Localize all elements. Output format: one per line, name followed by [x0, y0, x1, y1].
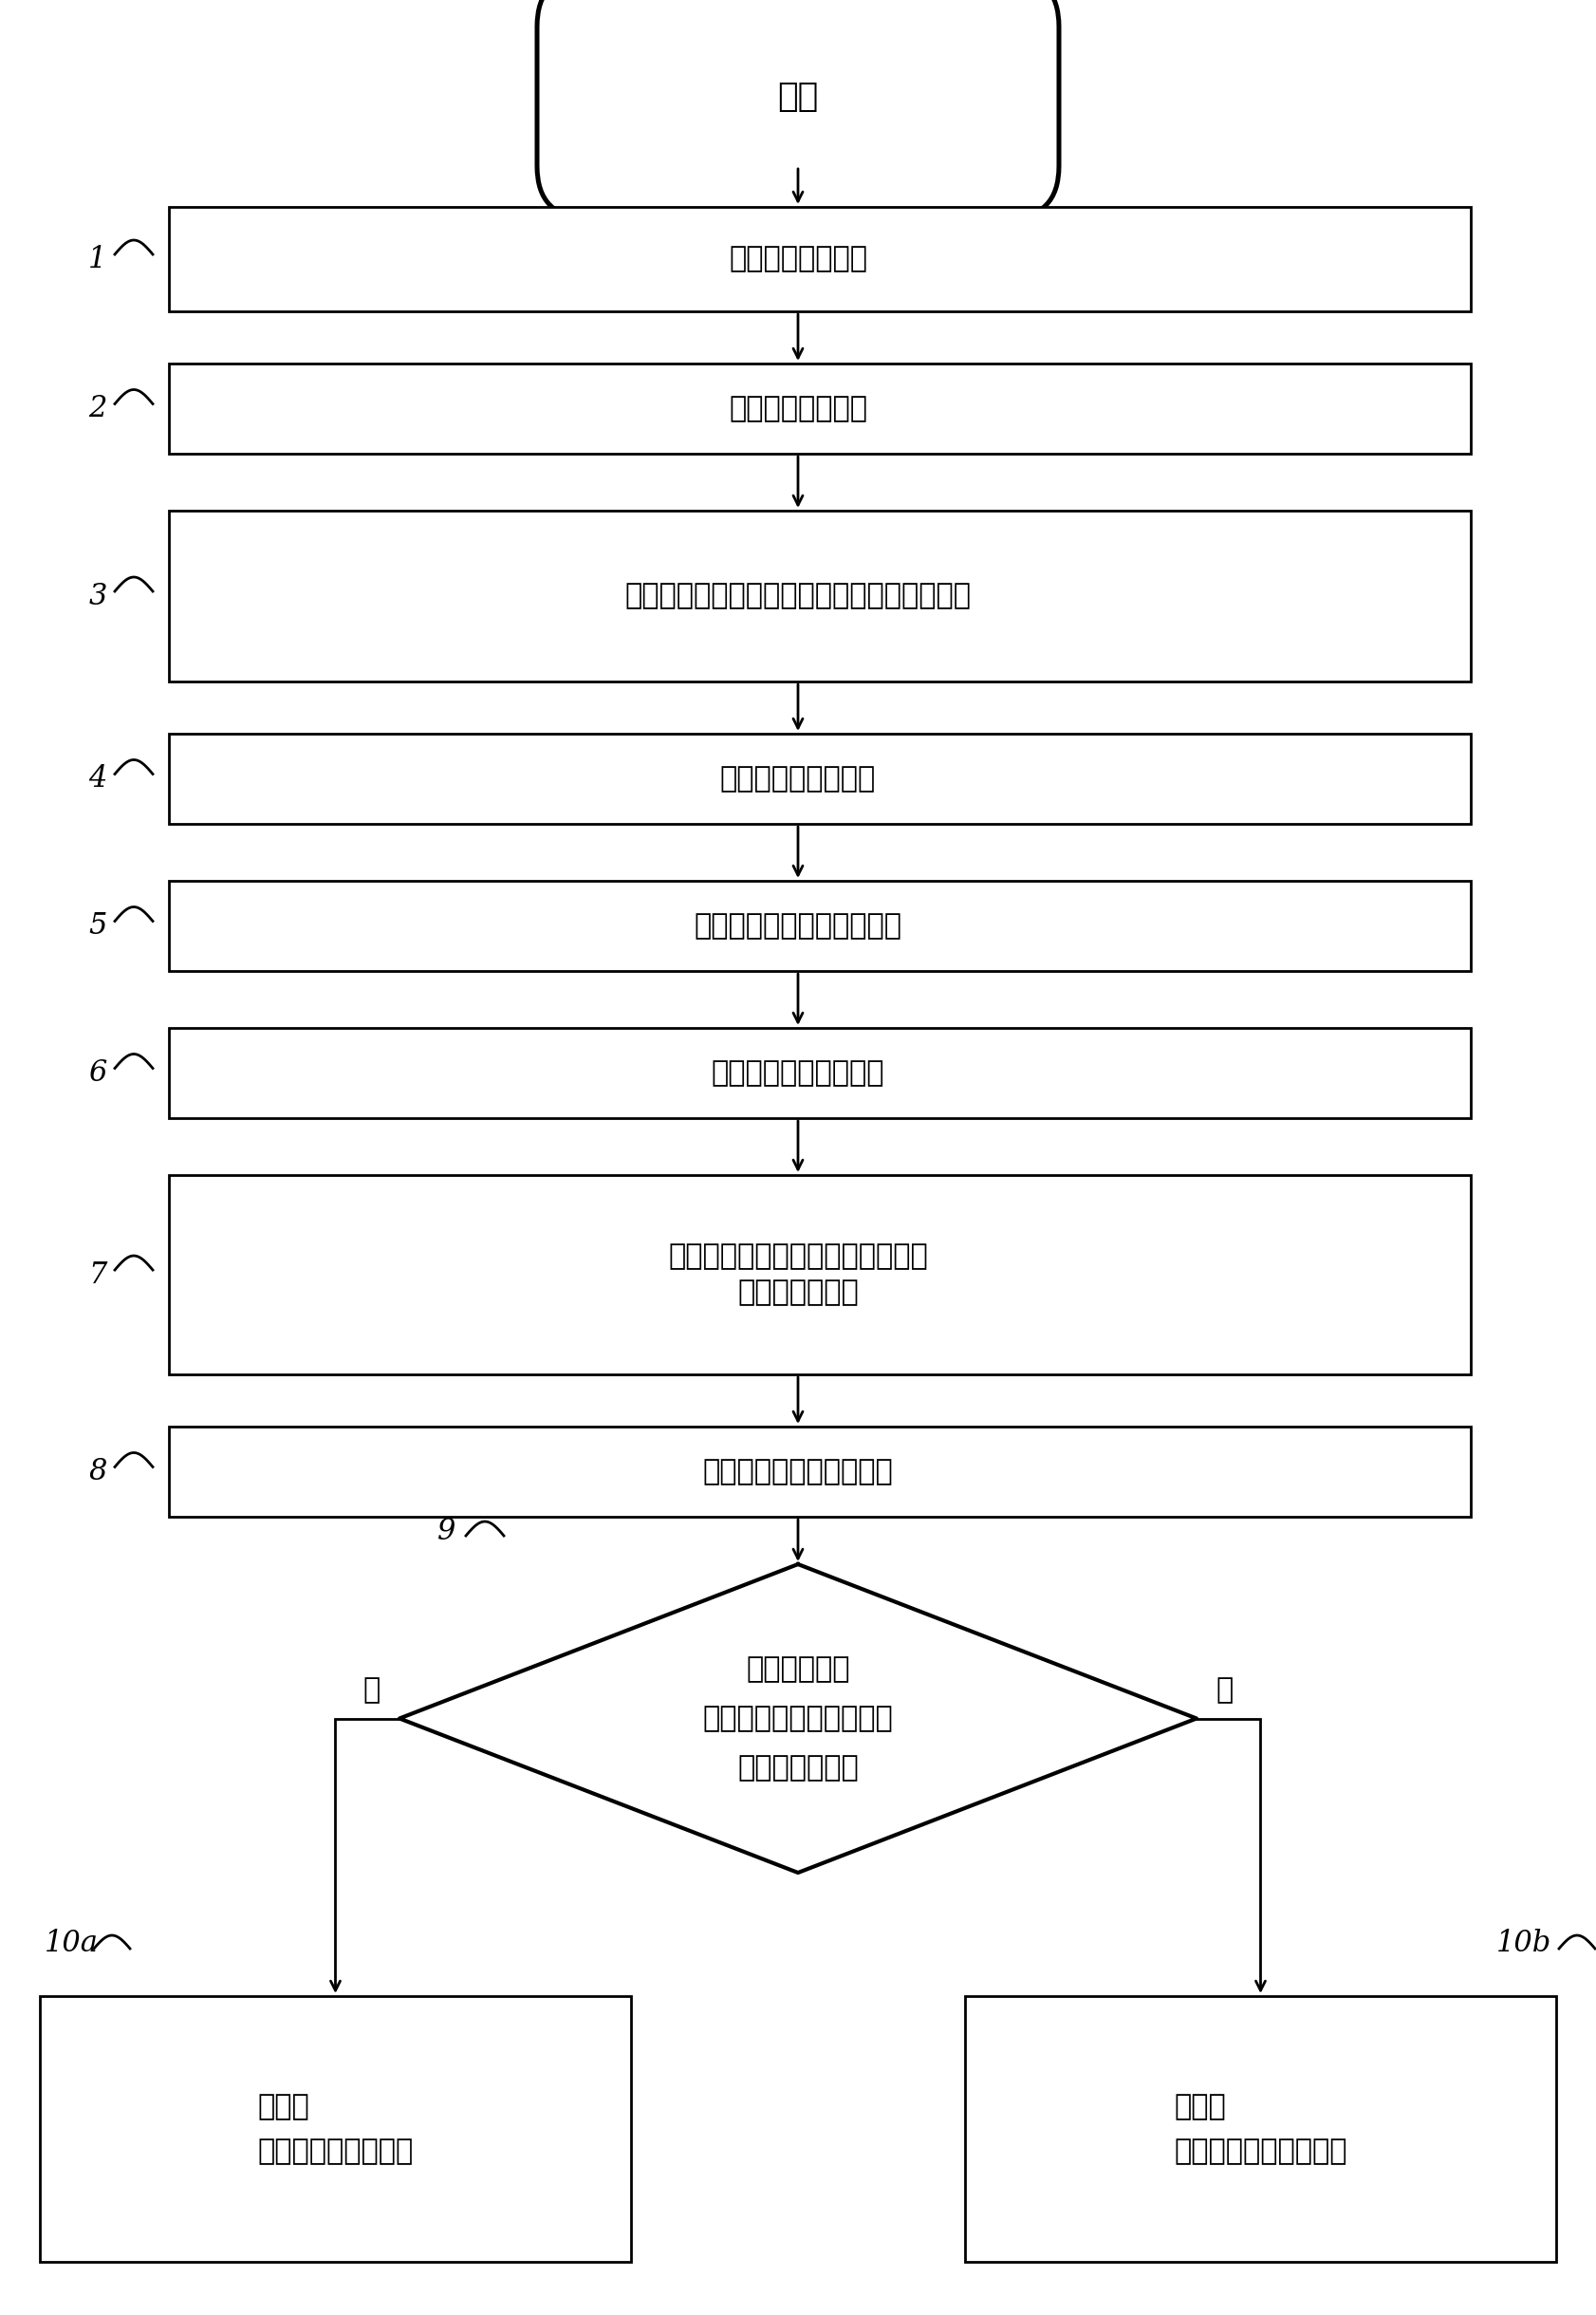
Text: 是: 是	[364, 1676, 380, 1704]
Text: 从部件中排出洗涤溶液: 从部件中排出洗涤溶液	[712, 1060, 884, 1086]
Bar	[169, 734, 1472, 824]
Text: 由水制备基础溶液: 由水制备基础溶液	[729, 245, 867, 273]
Text: 2: 2	[88, 394, 107, 424]
Text: 由水制备参比溶液: 由水制备参比溶液	[729, 396, 867, 421]
Bar	[169, 206, 1472, 310]
Bar	[40, 1996, 630, 2262]
Text: 在洗涤溶液与: 在洗涤溶液与	[745, 1655, 851, 1683]
Text: 用洗涤溶液润湿部件的表面: 用洗涤溶液润湿部件的表面	[694, 912, 902, 940]
Text: 通过将洗涤溶液加入到基础溶液中
而制备试验溶液: 通过将洗涤溶液加入到基础溶液中 而制备试验溶液	[669, 1243, 927, 1306]
Text: 6: 6	[88, 1058, 107, 1088]
Text: 7: 7	[88, 1259, 107, 1289]
Text: 开始: 开始	[777, 81, 819, 113]
Bar	[169, 363, 1472, 454]
Text: 10a: 10a	[45, 1928, 99, 1958]
Text: 5: 5	[88, 912, 107, 940]
Bar	[966, 1996, 1556, 2262]
Bar	[169, 1176, 1472, 1375]
Text: 3: 3	[88, 581, 107, 611]
Text: 通过将溶剂加入到基础溶液中而制备洗涤溶液: 通过将溶剂加入到基础溶液中而制备洗涤溶液	[624, 583, 972, 609]
Bar	[169, 1028, 1472, 1118]
Text: 证据：
在部件上不存在润滑剂: 证据： 在部件上不存在润滑剂	[1175, 2093, 1347, 2165]
Bar	[169, 880, 1472, 970]
Bar	[169, 1426, 1472, 1516]
Text: 证据：
在部件上存在润滑剂: 证据： 在部件上存在润滑剂	[257, 2093, 413, 2165]
Text: 否: 否	[1216, 1676, 1232, 1704]
Text: 用洗涤溶液填充部件: 用洗涤溶液填充部件	[720, 764, 876, 792]
Text: 比较试验溶液和参比溶液: 比较试验溶液和参比溶液	[702, 1458, 894, 1486]
Bar	[169, 512, 1472, 681]
Text: 10b: 10b	[1495, 1928, 1551, 1958]
Text: 是否出现混激？: 是否出现混激？	[737, 1755, 859, 1783]
FancyBboxPatch shape	[538, 0, 1058, 218]
Text: 基础溶液之间的混合区中: 基础溶液之间的混合区中	[702, 1704, 894, 1732]
Text: 8: 8	[88, 1456, 107, 1486]
Text: 4: 4	[88, 764, 107, 794]
Text: 9: 9	[437, 1516, 456, 1546]
Text: 1: 1	[88, 245, 107, 273]
